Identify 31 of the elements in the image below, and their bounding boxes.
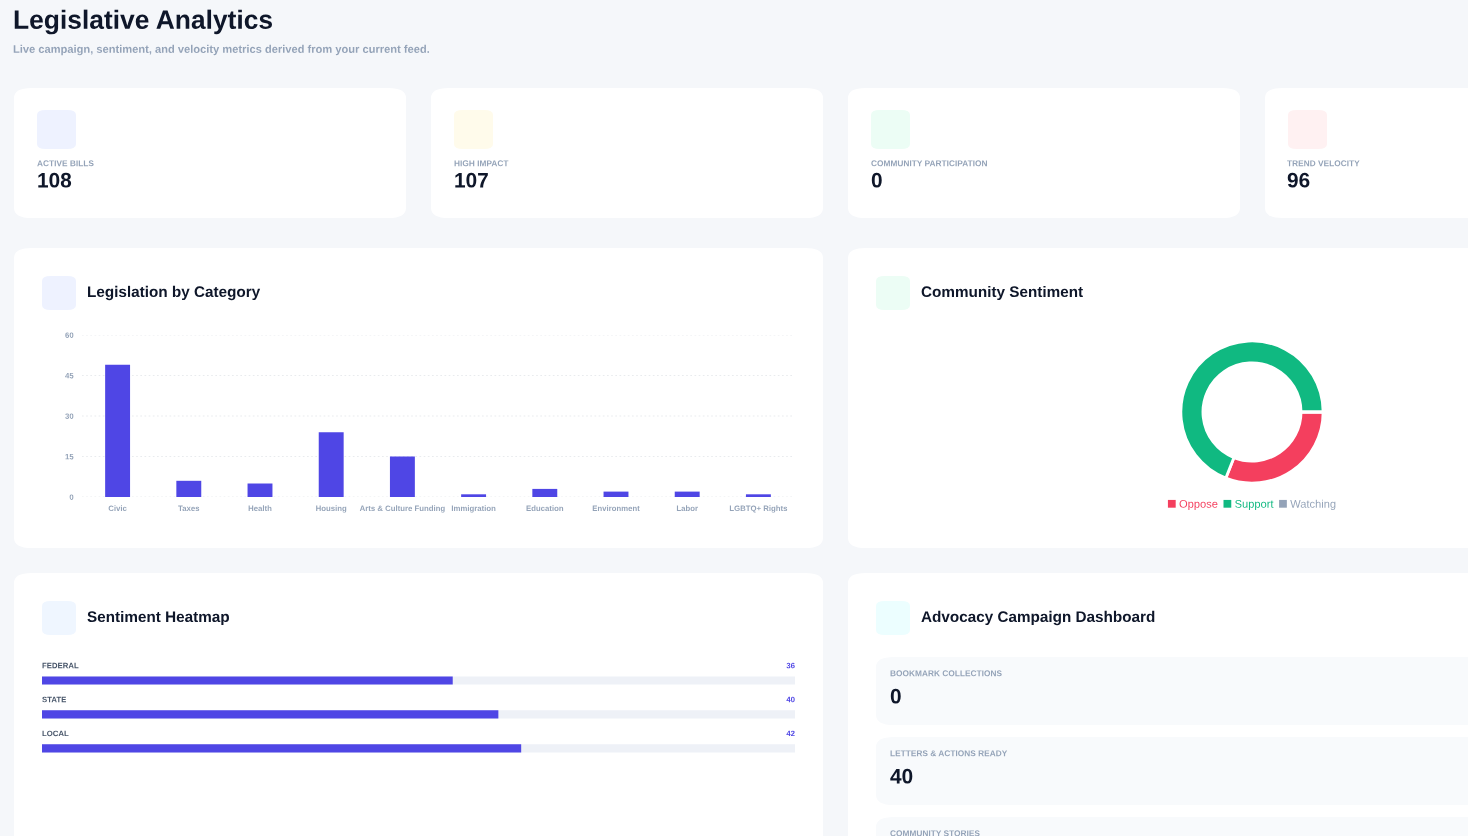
data-label: 107 [455, 172, 488, 188]
category-label: TREND VELOCITY [1287, 160, 1360, 167]
bar [745, 494, 771, 497]
category-label: HIGH IMPACT [454, 160, 509, 167]
bar [389, 456, 415, 497]
bar [461, 494, 487, 497]
legend-label: Oppose [1179, 499, 1218, 510]
data-label: 0 [890, 688, 901, 704]
data-label: 40 [890, 768, 913, 784]
category-label: COMMUNITY STORIES [890, 830, 980, 836]
data-label: 0 [871, 172, 882, 188]
category-label: BOOKMARK COLLECTIONS [890, 670, 1002, 677]
chart-title: Legislation by Category [88, 285, 261, 301]
category-label: ACTIVE BILLS [37, 160, 94, 167]
bar [176, 480, 202, 497]
data-label: 108 [38, 172, 72, 188]
bar [318, 432, 344, 497]
bar [247, 483, 273, 497]
text: Advocacy Campaign Dashboard [921, 610, 1155, 626]
bar [674, 491, 700, 497]
bar [532, 488, 558, 497]
text: Legislative Analytics [14, 9, 272, 35]
text: Live campaign, sentiment, and velocity metrics derived from your current feed. [13, 44, 430, 56]
legend-label: Support [1235, 499, 1274, 510]
legend-label: Watching [1290, 499, 1336, 510]
chart-title: Sentiment Heatmap [87, 610, 229, 626]
bar [105, 364, 131, 497]
category-label: LETTERS & ACTIONS READY [890, 750, 1008, 757]
data-label: 96 [1287, 172, 1310, 188]
text: Community Sentiment [921, 285, 1083, 301]
category-label: COMMUNITY PARTICIPATION [871, 160, 987, 167]
